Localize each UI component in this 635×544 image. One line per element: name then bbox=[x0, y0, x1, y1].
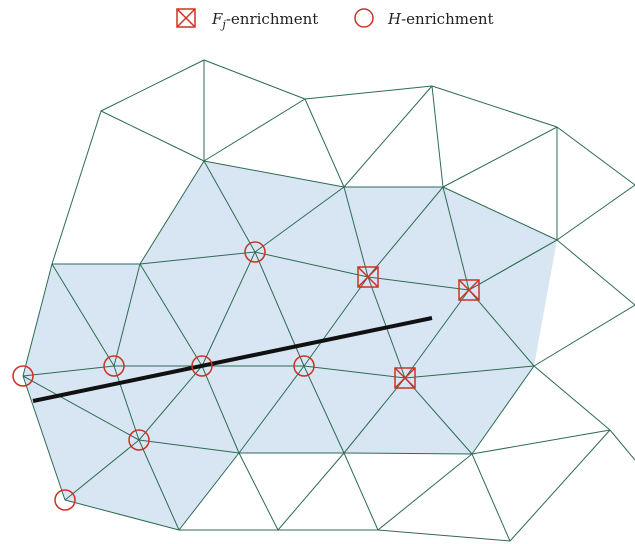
h-enrichment-marker bbox=[128, 429, 150, 451]
mesh-edge bbox=[303, 276, 369, 367]
h-enrichment-marker bbox=[191, 355, 213, 377]
mesh-edge bbox=[609, 429, 635, 461]
mesh-edge bbox=[468, 289, 535, 367]
mesh-edge bbox=[203, 98, 306, 162]
mesh-edge bbox=[367, 186, 444, 278]
mesh-edge bbox=[254, 251, 369, 278]
legend-item-fj-enrichment: Fj-enrichment bbox=[176, 8, 318, 31]
legend-label-h: H-enrichment bbox=[387, 10, 494, 28]
mesh-edge bbox=[22, 365, 115, 377]
mesh-edge bbox=[303, 365, 345, 454]
mesh-edges bbox=[22, 59, 635, 542]
mesh-edge bbox=[139, 160, 205, 265]
mesh-edge bbox=[304, 85, 433, 100]
mesh-edge bbox=[471, 453, 511, 542]
mesh-edge bbox=[303, 365, 406, 379]
mesh-edge bbox=[404, 289, 470, 379]
boxed-cross-icon bbox=[176, 8, 196, 28]
mesh-edge bbox=[139, 251, 256, 265]
mesh-edge bbox=[431, 85, 444, 188]
mesh-edge bbox=[556, 239, 635, 306]
mesh-edge bbox=[533, 365, 611, 431]
mesh-edge bbox=[533, 304, 635, 367]
fj-enrichment-marker bbox=[394, 367, 416, 389]
mesh-edge bbox=[367, 276, 470, 291]
fj-enrichment-marker bbox=[458, 279, 480, 301]
mesh-edge bbox=[203, 160, 256, 253]
mesh-edge bbox=[431, 85, 558, 128]
mesh-edge bbox=[178, 452, 240, 531]
mesh-edge bbox=[138, 365, 203, 441]
mesh-edge bbox=[304, 98, 345, 188]
mesh-edge bbox=[113, 263, 141, 367]
mesh-edge bbox=[238, 365, 305, 454]
circle-icon bbox=[354, 8, 374, 28]
mesh-edge bbox=[100, 110, 205, 162]
legend-item-h-enrichment: H-enrichment bbox=[354, 8, 494, 28]
mesh-edge bbox=[343, 186, 369, 278]
mesh-edge bbox=[203, 59, 306, 100]
mesh-edge bbox=[404, 377, 473, 455]
mesh-edge bbox=[556, 184, 635, 241]
h-enrichment-marker bbox=[103, 355, 125, 377]
mesh-edge bbox=[556, 126, 635, 186]
mesh-edge bbox=[64, 439, 140, 501]
h-enrichment-marker bbox=[12, 365, 34, 387]
mesh-edge bbox=[343, 452, 473, 455]
mesh-edge bbox=[139, 263, 203, 367]
mesh-edge bbox=[343, 452, 379, 531]
mesh-edge bbox=[471, 429, 611, 455]
mesh-edge bbox=[377, 453, 473, 531]
mesh-edge bbox=[343, 377, 406, 454]
mesh-edge bbox=[468, 239, 558, 291]
mesh-edge bbox=[509, 429, 611, 542]
mesh-edge bbox=[113, 365, 140, 441]
crack-line bbox=[32, 316, 433, 403]
h-enrichment-marker bbox=[54, 489, 76, 511]
mesh-edge bbox=[254, 186, 345, 253]
enrichment-markers bbox=[12, 241, 480, 511]
h-enrichment-marker bbox=[293, 355, 315, 377]
mesh-edge bbox=[138, 439, 240, 454]
mesh-edge bbox=[442, 186, 470, 291]
mesh-edge bbox=[201, 251, 256, 367]
mesh-edge bbox=[277, 452, 345, 531]
mesh-edge bbox=[471, 365, 535, 455]
mesh-edge bbox=[100, 59, 205, 112]
mesh-edge bbox=[442, 186, 558, 241]
mesh-edge bbox=[203, 160, 345, 188]
mesh-edge bbox=[377, 529, 511, 542]
mesh-edge bbox=[238, 452, 279, 531]
legend-label-fj: Fj-enrichment bbox=[211, 10, 318, 31]
mesh-edge bbox=[51, 110, 102, 265]
mesh-edge bbox=[343, 85, 433, 188]
h-enrichment-marker bbox=[244, 241, 266, 263]
mesh-edge bbox=[404, 365, 535, 379]
mesh-edge bbox=[51, 263, 115, 367]
mesh-edge bbox=[22, 263, 53, 377]
mesh-edge bbox=[64, 499, 180, 531]
legend: Fj-enrichment H-enrichment bbox=[176, 8, 494, 31]
mesh-edge bbox=[22, 375, 140, 441]
mesh-edge bbox=[22, 375, 66, 501]
fj-enrichment-marker bbox=[357, 266, 379, 288]
mesh-edge bbox=[442, 126, 558, 188]
mesh-edge bbox=[201, 365, 240, 454]
mesh-edge bbox=[138, 439, 180, 531]
